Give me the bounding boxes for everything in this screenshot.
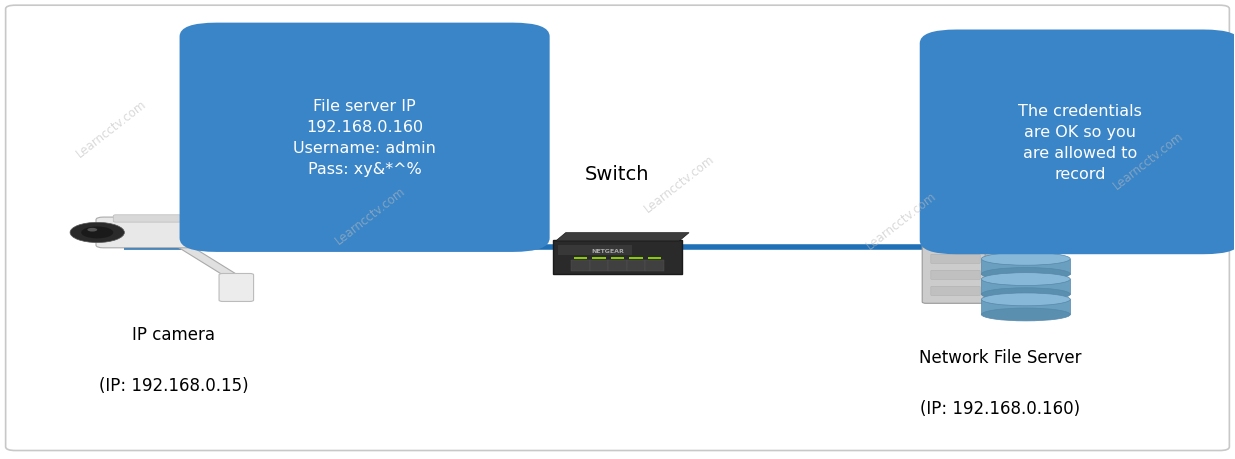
FancyBboxPatch shape: [593, 257, 606, 260]
Circle shape: [70, 223, 125, 243]
Text: NETGEAR: NETGEAR: [592, 248, 624, 253]
FancyBboxPatch shape: [931, 271, 981, 280]
FancyBboxPatch shape: [558, 246, 632, 256]
Polygon shape: [1031, 211, 1089, 241]
FancyBboxPatch shape: [920, 30, 1235, 255]
FancyBboxPatch shape: [96, 218, 216, 248]
FancyBboxPatch shape: [179, 23, 550, 252]
Text: (IP: 192.168.0.160): (IP: 192.168.0.160): [920, 399, 1079, 417]
Text: Learncctv.com: Learncctv.com: [74, 97, 149, 160]
FancyBboxPatch shape: [611, 257, 624, 260]
FancyBboxPatch shape: [572, 260, 590, 271]
FancyBboxPatch shape: [982, 259, 1071, 274]
FancyBboxPatch shape: [931, 255, 981, 264]
Circle shape: [82, 227, 114, 239]
FancyBboxPatch shape: [609, 260, 626, 271]
FancyBboxPatch shape: [931, 287, 981, 296]
Text: (IP: 192.168.0.15): (IP: 192.168.0.15): [99, 376, 248, 394]
Polygon shape: [266, 202, 342, 239]
Ellipse shape: [982, 293, 1071, 306]
FancyBboxPatch shape: [553, 241, 682, 274]
Text: Switch: Switch: [585, 165, 650, 184]
FancyBboxPatch shape: [114, 215, 182, 223]
Text: Learncctv.com: Learncctv.com: [1110, 129, 1186, 192]
Ellipse shape: [982, 253, 1071, 266]
FancyBboxPatch shape: [574, 257, 588, 260]
FancyBboxPatch shape: [982, 280, 1071, 295]
Text: Learncctv.com: Learncctv.com: [863, 189, 939, 252]
Text: Learncctv.com: Learncctv.com: [333, 185, 409, 247]
Text: Network File Server: Network File Server: [919, 349, 1081, 367]
FancyBboxPatch shape: [923, 223, 989, 304]
Ellipse shape: [982, 288, 1071, 301]
FancyBboxPatch shape: [626, 260, 645, 271]
Ellipse shape: [982, 273, 1071, 286]
FancyBboxPatch shape: [931, 239, 981, 248]
Text: The credentials
are OK so you
are allowed to
record: The credentials are OK so you are allowe…: [1018, 104, 1142, 181]
FancyBboxPatch shape: [6, 6, 1229, 451]
Polygon shape: [174, 246, 237, 275]
FancyBboxPatch shape: [647, 257, 661, 260]
FancyBboxPatch shape: [982, 300, 1071, 315]
Ellipse shape: [982, 268, 1071, 281]
Text: Learncctv.com: Learncctv.com: [641, 152, 716, 215]
FancyBboxPatch shape: [645, 260, 663, 271]
Polygon shape: [926, 214, 1005, 224]
Polygon shape: [556, 233, 689, 241]
FancyBboxPatch shape: [629, 257, 642, 260]
Text: File server IP
192.168.0.160
Username: admin
Pass: xy&*^%: File server IP 192.168.0.160 Username: a…: [293, 99, 436, 177]
Polygon shape: [986, 214, 1005, 302]
Ellipse shape: [982, 308, 1071, 321]
FancyBboxPatch shape: [219, 274, 253, 302]
Circle shape: [88, 229, 98, 232]
Text: IP camera: IP camera: [132, 326, 215, 344]
FancyBboxPatch shape: [590, 260, 609, 271]
